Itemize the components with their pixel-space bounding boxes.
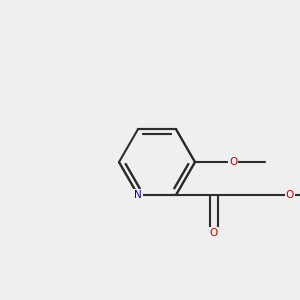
Text: O: O <box>210 228 218 238</box>
Text: O: O <box>229 157 237 167</box>
Text: O: O <box>286 190 294 200</box>
Text: N: N <box>134 190 142 200</box>
